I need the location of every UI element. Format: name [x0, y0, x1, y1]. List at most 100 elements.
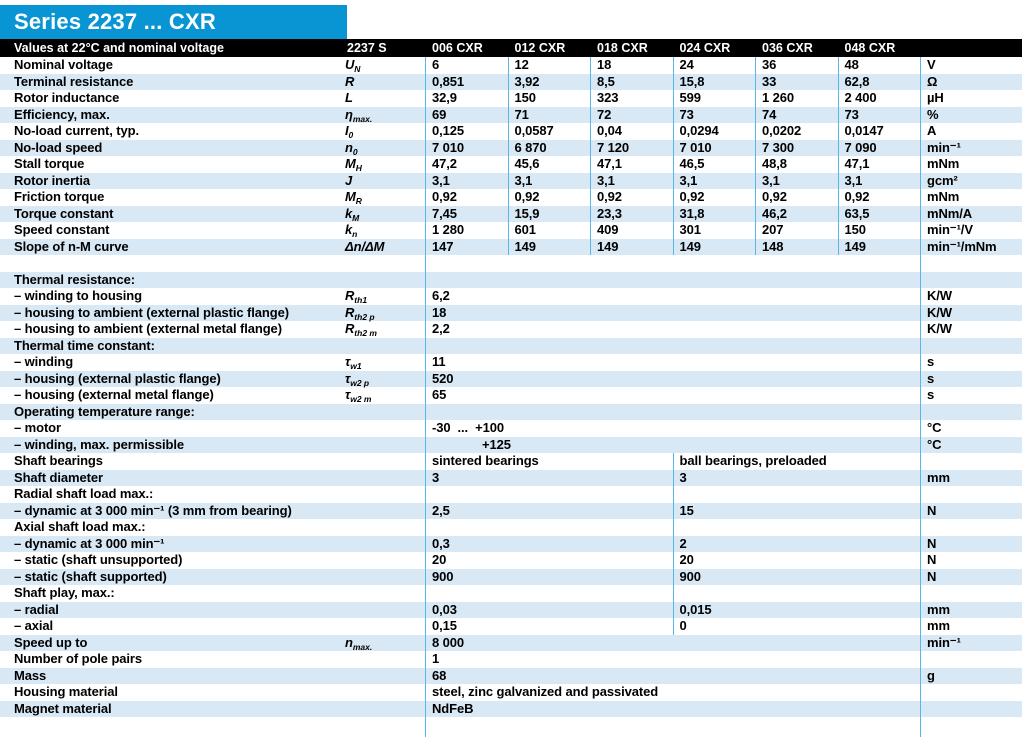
header-conditions-label: Values at 22°C and nominal voltage: [14, 41, 224, 55]
param-value: 3,1: [837, 172, 921, 189]
param-value: 33: [755, 73, 838, 90]
param-value: 7,45: [425, 205, 508, 222]
table-row: Speed constant kn 1 280 601 409 301 207 150 min⁻…: [0, 222, 1022, 239]
symbol-subscript: 0: [348, 130, 354, 140]
param-value: 900: [672, 568, 921, 585]
header-units-spacer: [920, 39, 1022, 57]
param-symbol: [345, 272, 425, 289]
header-variant-columns: 006 CXR 012 CXR 018 CXR 024 CXR 036 CXR 048 C…: [425, 39, 920, 57]
param-label: No-load current, typ.: [14, 123, 140, 138]
param-symbol: Rth2 p: [345, 305, 425, 322]
param-symbol: [345, 453, 425, 470]
param-symbol: R: [345, 74, 425, 91]
table-row: – winding to housing Rth1 6,2 K/W: [0, 288, 1022, 305]
table-row: – static (shaft supported) 900 900 N: [0, 568, 1022, 586]
param-value: 6,2: [425, 288, 920, 305]
param-value: 74: [755, 106, 838, 123]
table-row: Thermal resistance:: [0, 271, 1022, 289]
param-value: 0,92: [590, 189, 673, 206]
param-label: Slope of n-M curve: [14, 238, 129, 254]
param-label: – dynamic at 3 000 min⁻¹: [14, 535, 165, 551]
param-unit: mm: [920, 618, 1022, 635]
table-row: – motor -30 ... +100 °C: [0, 420, 1022, 437]
param-value: 0,04: [590, 123, 673, 140]
param-label: – dynamic at 3 000 min⁻¹ (3 mm from bear…: [14, 502, 292, 518]
param-symbol: J: [345, 173, 425, 190]
param-symbol: [345, 470, 425, 487]
symbol-main: M: [345, 189, 356, 204]
symbol-subscript: R: [355, 196, 362, 206]
param-values: 7,45 15,9 23,3 31,8 46,2 63,5: [425, 205, 920, 222]
param-symbol: kM: [345, 206, 425, 223]
param-value: 599: [672, 90, 756, 107]
table-row: Radial shaft load max.:: [0, 486, 1022, 503]
param-value: steel, zinc galvanized and passivated: [425, 684, 920, 701]
param-label: Shaft bearings: [14, 453, 103, 468]
param-value: 207: [755, 222, 838, 239]
param-value: 148: [755, 238, 838, 255]
param-unit: [920, 684, 1022, 701]
param-values: 8 000: [425, 634, 920, 651]
param-label: – static (shaft unsupported): [14, 552, 183, 567]
param-value: 7 010: [425, 139, 508, 156]
param-label: Thermal resistance:: [14, 271, 135, 287]
table-row: Friction torque MR 0,92 0,92 0,92 0,92 0,92 0,9…: [0, 189, 1022, 206]
param-value: 20: [425, 552, 673, 569]
empty-cell: [425, 717, 920, 737]
param-unit: N: [920, 535, 1022, 552]
param-value: 149: [590, 238, 673, 255]
param-value: 6 870: [507, 139, 591, 156]
param-unit: min⁻¹/mNm: [920, 238, 1022, 255]
param-value: 47,2: [425, 156, 508, 173]
param-symbol: τw2 p: [345, 371, 425, 388]
empty-cell: [672, 585, 921, 602]
param-symbol: [345, 651, 425, 668]
param-values: 32,9 150 323 599 1 260 2 400: [425, 90, 920, 107]
param-value: 15,9: [507, 205, 591, 222]
param-value: 47,1: [590, 156, 673, 173]
tail-label: [0, 717, 345, 737]
param-value: 3,92: [507, 73, 591, 90]
empty-cell: [425, 585, 673, 602]
param-values: [425, 585, 920, 602]
param-label: Shaft play, max.:: [14, 585, 115, 600]
param-label: – winding, max. permissible: [14, 436, 184, 452]
param-values: 68: [425, 667, 920, 684]
symbol-main: k: [345, 205, 353, 221]
param-value: 18: [590, 57, 673, 74]
param-value: 0,92: [507, 189, 591, 206]
param-symbol: [345, 569, 425, 586]
tail-values: [425, 717, 920, 737]
param-label: Speed up to: [14, 634, 88, 650]
param-values: 520: [425, 370, 920, 387]
param-value: 2,5: [425, 502, 673, 519]
param-values: NdFeB: [425, 700, 920, 717]
table-row: Rotor inertia J 3,1 3,1 3,1 3,1 3,1 3,1 gcm²: [0, 172, 1022, 190]
symbol-subscript: M: [352, 212, 360, 223]
empty-cell: [425, 486, 673, 503]
symbol-main: Δn/ΔM: [345, 238, 385, 254]
empty-cell: [425, 255, 920, 272]
symbol-subscript: H: [355, 163, 362, 173]
param-value: 8 000: [425, 634, 920, 651]
param-values: [425, 403, 920, 420]
param-values: 20 20: [425, 552, 920, 569]
header-series-label: 2237 S: [347, 41, 387, 55]
param-value: 48,8: [755, 156, 838, 173]
param-label: – housing to ambient (external plastic f…: [14, 304, 289, 320]
symbol-main: η: [345, 106, 353, 122]
empty-cell: [425, 337, 920, 354]
table-row: Operating temperature range:: [0, 403, 1022, 420]
empty-cell: [425, 271, 920, 288]
symbol-main: U: [345, 57, 355, 72]
param-value: 2 400: [837, 90, 921, 107]
param-values: 2,5 15: [425, 502, 920, 519]
param-symbol: ηmax.: [345, 107, 425, 124]
param-value: 150: [507, 90, 591, 107]
param-symbol: MH: [345, 156, 425, 173]
param-value: 0,0147: [837, 123, 921, 140]
param-values: 2,2: [425, 321, 920, 338]
param-value: 46,5: [672, 156, 756, 173]
param-values: 18: [425, 304, 920, 321]
